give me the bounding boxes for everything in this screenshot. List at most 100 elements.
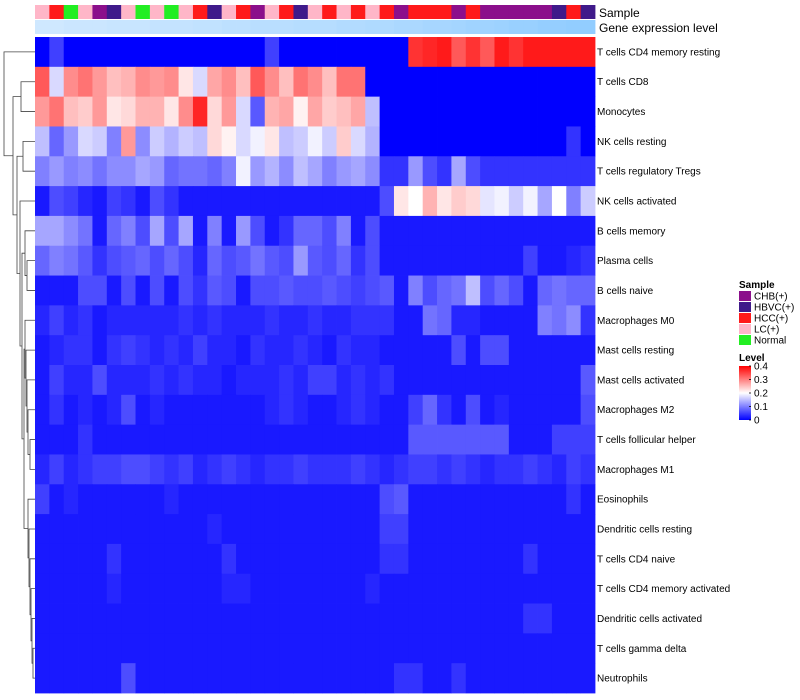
heatmap-cell: [207, 245, 223, 276]
heatmap-cell: [92, 37, 108, 68]
sample-annotation-cell: [437, 5, 452, 19]
heatmap-cell: [307, 66, 323, 98]
sample-legend-title: Sample: [739, 280, 775, 291]
heatmap-cell: [350, 365, 366, 396]
heatmap-cell: [149, 454, 165, 485]
heatmap-cell: [465, 275, 481, 306]
sample-annotation-cell: [508, 5, 524, 19]
heatmap-cell: [307, 245, 323, 276]
heatmap-cell: [465, 484, 481, 515]
heatmap-cell: [523, 633, 538, 664]
heatmap-cell: [49, 454, 65, 485]
heatmap-cell: [437, 37, 452, 68]
heatmap-cell: [336, 394, 352, 426]
heatmap-cell: [106, 543, 122, 575]
heatmap-cell: [451, 96, 467, 127]
heatmap-cell: [465, 633, 481, 664]
heatmap-cell: [207, 365, 223, 396]
heatmap-cell: [121, 514, 136, 545]
heatmap-cell: [336, 305, 352, 336]
heatmap-cell: [236, 484, 251, 515]
heatmap-cell: [279, 633, 294, 664]
heatmap-cell: [437, 663, 452, 694]
dendrogram-branch: [21, 252, 25, 440]
heatmap-cell: [322, 514, 337, 545]
heatmap-cell: [49, 663, 65, 694]
heatmap-cell: [279, 37, 294, 68]
heatmap-cell: [221, 156, 237, 187]
heatmap-cell: [365, 484, 381, 515]
expression-annotation-cell: [480, 20, 495, 34]
row-label: Dendritic cells activated: [597, 614, 702, 625]
expression-annotation-cell: [207, 20, 223, 34]
heatmap-cell: [523, 424, 538, 455]
heatmap-cell: [63, 365, 79, 396]
heatmap-cell: [508, 37, 524, 68]
heatmap-cell: [192, 514, 208, 545]
heatmap-cell: [451, 394, 467, 426]
heatmap-cell: [106, 305, 122, 336]
heatmap-cell: [437, 96, 452, 127]
heatmap-cell: [78, 275, 93, 306]
heatmap-cell: [322, 245, 337, 276]
heatmap-cell: [250, 365, 266, 396]
heatmap-cell: [480, 215, 495, 247]
heatmap-cell: [422, 66, 438, 98]
heatmap-cell: [393, 335, 409, 366]
heatmap-cell: [106, 156, 122, 187]
heatmap-cell: [264, 37, 280, 68]
heatmap-cell: [35, 365, 50, 396]
heatmap-cell: [250, 275, 266, 306]
heatmap-cell: [149, 66, 165, 98]
sample-annotation-cell: [379, 5, 395, 19]
heatmap-cell: [322, 543, 337, 575]
heatmap-cell: [365, 275, 381, 306]
heatmap-cell: [322, 633, 337, 664]
heatmap-cell: [393, 245, 409, 276]
heatmap-cell: [322, 156, 337, 187]
heatmap-cell: [379, 454, 395, 485]
heatmap-cell: [106, 365, 122, 396]
heatmap-cell: [135, 186, 151, 217]
heatmap-cell: [480, 484, 495, 515]
sample-track-label: Sample: [599, 6, 640, 20]
heatmap-cell: [379, 156, 395, 187]
heatmap-cell: [293, 454, 309, 485]
heatmap-cell: [408, 305, 424, 336]
heatmap-cell: [422, 603, 438, 634]
heatmap-cell: [178, 186, 194, 217]
heatmap-cell: [63, 424, 79, 455]
heatmap-cell: [365, 37, 381, 68]
expression-annotation-cell: [221, 20, 237, 34]
heatmap-cell: [63, 573, 79, 604]
heatmap-cell: [551, 394, 567, 426]
heatmap-cell: [49, 543, 65, 575]
heatmap-cell: [537, 215, 553, 247]
heatmap-cell: [437, 215, 452, 247]
heatmap-cell: [92, 186, 108, 217]
expression-annotation-cell: [379, 20, 395, 34]
row-label: T cells regulatory Tregs: [597, 167, 701, 178]
heatmap-cell: [393, 603, 409, 634]
heatmap-cell: [336, 156, 352, 187]
heatmap-cell: [508, 275, 524, 306]
heatmap-cell: [336, 484, 352, 515]
heatmap-cell: [580, 215, 596, 247]
heatmap-cell: [63, 514, 79, 545]
heatmap-cell: [379, 663, 395, 694]
heatmap-cell: [63, 305, 79, 336]
heatmap-cell: [379, 215, 395, 247]
heatmap-cell: [350, 663, 366, 694]
heatmap-cell: [408, 663, 424, 694]
heatmap-cell: [279, 186, 294, 217]
heatmap-cell: [121, 543, 136, 575]
heatmap-cell: [322, 484, 337, 515]
heatmap-cell: [336, 543, 352, 575]
heatmap-cell: [451, 305, 467, 336]
heatmap-cell: [236, 305, 251, 336]
heatmap-cell: [322, 215, 337, 247]
heatmap-cell: [307, 156, 323, 187]
heatmap-cell: [551, 543, 567, 575]
heatmap-cell: [221, 186, 237, 217]
heatmap-cell: [508, 245, 524, 276]
